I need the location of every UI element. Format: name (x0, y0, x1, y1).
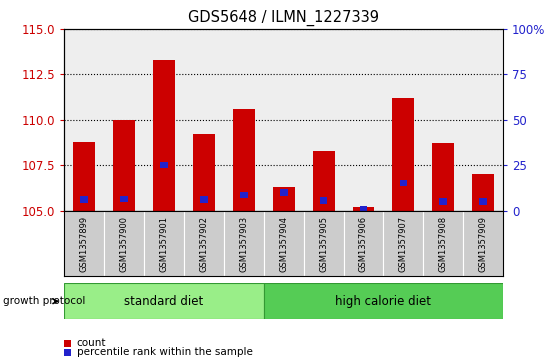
Bar (144, 211, 184, 276)
Bar (383, 211, 423, 276)
Text: GSM1357902: GSM1357902 (200, 216, 209, 272)
Bar (120, 196, 128, 202)
Bar (472, 174, 494, 211)
Text: GSM1357899: GSM1357899 (80, 216, 89, 272)
Bar (200, 196, 208, 203)
Bar (240, 192, 248, 198)
Bar (439, 198, 447, 205)
Bar (479, 198, 487, 205)
Text: GSM1357908: GSM1357908 (439, 216, 448, 272)
Bar (153, 60, 175, 211)
Text: percentile rank within the sample: percentile rank within the sample (77, 347, 253, 358)
Text: GSM1357900: GSM1357900 (120, 216, 129, 272)
Bar (233, 109, 255, 211)
Bar (264, 211, 304, 276)
Bar (64, 211, 104, 276)
Title: GDS5648 / ILMN_1227339: GDS5648 / ILMN_1227339 (188, 10, 379, 26)
Bar (463, 211, 503, 276)
Text: GSM1357901: GSM1357901 (159, 216, 168, 272)
Bar (432, 143, 454, 211)
Text: GSM1357904: GSM1357904 (279, 216, 288, 272)
Text: high calorie diet: high calorie diet (335, 295, 432, 308)
Text: GSM1357903: GSM1357903 (239, 216, 248, 272)
Bar (392, 98, 414, 211)
Bar (359, 205, 367, 212)
Text: count: count (77, 338, 106, 348)
Bar (353, 207, 375, 211)
Bar (320, 197, 328, 204)
Bar (273, 187, 295, 211)
Bar (104, 211, 144, 276)
Text: GSM1357909: GSM1357909 (479, 216, 487, 272)
Bar (184, 211, 224, 276)
Bar (423, 211, 463, 276)
Text: growth protocol: growth protocol (3, 296, 85, 306)
Bar (64, 283, 264, 319)
Bar (73, 142, 95, 211)
Bar (344, 211, 383, 276)
Bar (224, 211, 264, 276)
Bar (80, 196, 88, 203)
Bar (280, 189, 287, 196)
Text: standard diet: standard diet (125, 295, 203, 308)
Bar (113, 120, 135, 211)
Text: GSM1357906: GSM1357906 (359, 216, 368, 272)
Bar (264, 283, 503, 319)
Text: GSM1357905: GSM1357905 (319, 216, 328, 272)
Bar (193, 134, 215, 211)
Bar (304, 211, 344, 276)
Bar (400, 180, 407, 187)
Text: GSM1357907: GSM1357907 (399, 216, 408, 272)
Bar (312, 151, 334, 211)
Bar (160, 162, 168, 168)
